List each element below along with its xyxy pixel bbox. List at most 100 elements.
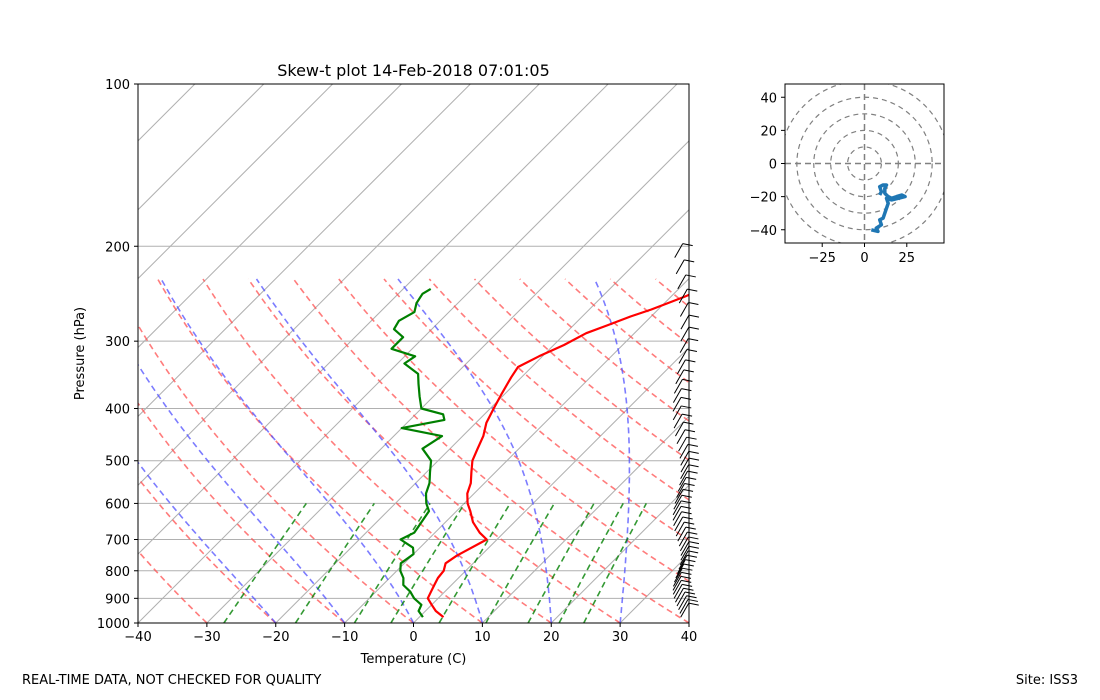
wind-barb-flag bbox=[680, 575, 692, 579]
quality-note: REAL-TIME DATA, NOT CHECKED FOR QUALITY bbox=[22, 673, 322, 688]
y-tick-label: 400 bbox=[105, 403, 130, 418]
x-tick-label: −40 bbox=[124, 630, 151, 645]
skewt-axes-frame bbox=[137, 83, 690, 624]
x-tick-label: 10 bbox=[474, 630, 491, 645]
x-tick-label: −20 bbox=[262, 630, 289, 645]
wind-barb bbox=[678, 436, 688, 452]
wind-barb-flag bbox=[688, 457, 700, 461]
x-tick-label: −30 bbox=[193, 630, 220, 645]
wind-barb-flag bbox=[688, 536, 699, 540]
wind-barb-flag bbox=[687, 443, 699, 447]
wind-barb bbox=[672, 506, 682, 521]
y-tick-label: 100 bbox=[105, 78, 130, 93]
y-tick-label: 700 bbox=[105, 534, 130, 549]
moist-adiabat-line bbox=[160, 278, 415, 623]
wind-barb bbox=[679, 599, 689, 614]
dry-adiabat-line bbox=[473, 278, 689, 462]
hodo-y-tick-label: −40 bbox=[750, 224, 777, 239]
dry-adiabat-line bbox=[138, 323, 414, 623]
wind-barb-flag bbox=[681, 405, 692, 409]
hodo-x-tick-label: 25 bbox=[899, 251, 916, 266]
dry-adiabat-line bbox=[519, 278, 689, 423]
wind-barb-flag bbox=[686, 595, 697, 599]
wind-barb bbox=[676, 359, 686, 375]
wind-barb-flag bbox=[682, 243, 693, 247]
wind-barb bbox=[680, 541, 690, 556]
x-axis-label: Temperature (C) bbox=[360, 652, 467, 667]
y-tick-label: 200 bbox=[105, 240, 130, 255]
y-axis-label: Pressure (hPa) bbox=[73, 307, 88, 400]
temperature-profile bbox=[426, 293, 689, 618]
wind-barb bbox=[674, 243, 684, 258]
wind-barb-flag bbox=[685, 274, 696, 278]
dry-adiabat-line bbox=[746, 279, 1100, 623]
wind-barb-flag bbox=[681, 494, 692, 498]
wind-barb bbox=[675, 521, 685, 537]
moist-adiabat-line bbox=[397, 278, 553, 623]
dewpoint-profile bbox=[390, 287, 446, 618]
dry-adiabat-line bbox=[138, 476, 277, 623]
wind-barb bbox=[680, 602, 690, 618]
wind-barb-flag bbox=[688, 326, 699, 330]
wind-barb bbox=[672, 572, 682, 587]
wind-barb-flag bbox=[687, 598, 699, 602]
isotherm-line bbox=[206, 140, 689, 623]
x-tick-label: −10 bbox=[331, 630, 358, 645]
wind-barb bbox=[674, 421, 684, 437]
dry-adiabat-line bbox=[247, 278, 621, 623]
wind-barb-flag bbox=[682, 583, 693, 587]
wind-barb-flag bbox=[688, 464, 699, 468]
hodograph-trace bbox=[870, 183, 907, 234]
wind-barb bbox=[673, 379, 683, 394]
wind-barb bbox=[679, 302, 689, 317]
moist-adiabat-line bbox=[138, 363, 346, 623]
wind-barb bbox=[674, 587, 684, 603]
x-tick-label: 0 bbox=[409, 630, 417, 645]
moist-adiabat-line bbox=[593, 278, 631, 623]
mixing-ratio-line bbox=[390, 502, 466, 623]
wind-barb bbox=[672, 580, 682, 595]
wind-barb-flag bbox=[686, 554, 698, 558]
isotherm-line bbox=[138, 84, 265, 211]
wind-barb bbox=[676, 559, 686, 574]
y-tick-label: 1000 bbox=[97, 617, 130, 632]
wind-barb-flag bbox=[686, 348, 698, 352]
isotherm-line bbox=[550, 484, 689, 623]
wind-barb bbox=[678, 531, 688, 547]
moist-adiabat-line bbox=[688, 619, 689, 623]
wind-barb bbox=[679, 470, 689, 486]
wind-barb bbox=[679, 444, 689, 459]
x-tick-label: 30 bbox=[612, 630, 629, 645]
hodo-x-tick-label: −25 bbox=[808, 251, 835, 266]
wind-barb-flag bbox=[682, 567, 693, 571]
mixing-ratio-line bbox=[558, 503, 624, 623]
dry-adiabat-line bbox=[292, 278, 689, 623]
wind-barb-flag bbox=[681, 571, 692, 575]
wind-barb bbox=[674, 516, 684, 532]
dry-adiabat-line bbox=[701, 279, 1100, 623]
wind-barb-flag bbox=[686, 436, 697, 440]
wind-barb-flag bbox=[683, 587, 694, 591]
wind-barb-flag bbox=[688, 302, 699, 305]
y-tick-label: 600 bbox=[105, 497, 130, 512]
mixing-ratio-line bbox=[353, 502, 431, 623]
wind-barb-flag bbox=[685, 526, 696, 530]
wind-barb-flag bbox=[682, 488, 694, 492]
wind-barb bbox=[675, 259, 685, 275]
wind-barb-flag bbox=[680, 505, 692, 509]
wind-barb bbox=[680, 326, 690, 342]
wind-barb bbox=[673, 511, 683, 526]
wind-barb bbox=[674, 489, 684, 504]
wind-barb bbox=[680, 464, 690, 480]
wind-barb-flag bbox=[683, 421, 694, 425]
isotherm-line bbox=[688, 622, 689, 623]
isotherm-line bbox=[138, 84, 471, 418]
wind-barb-flag bbox=[684, 483, 695, 486]
hodo-y-tick-label: 40 bbox=[760, 91, 777, 106]
hodograph-area bbox=[785, 84, 944, 243]
wind-barb bbox=[680, 451, 690, 466]
hodograph-ring bbox=[846, 146, 883, 181]
moist-adiabat-line bbox=[138, 461, 277, 623]
isotherm-line bbox=[138, 84, 333, 280]
